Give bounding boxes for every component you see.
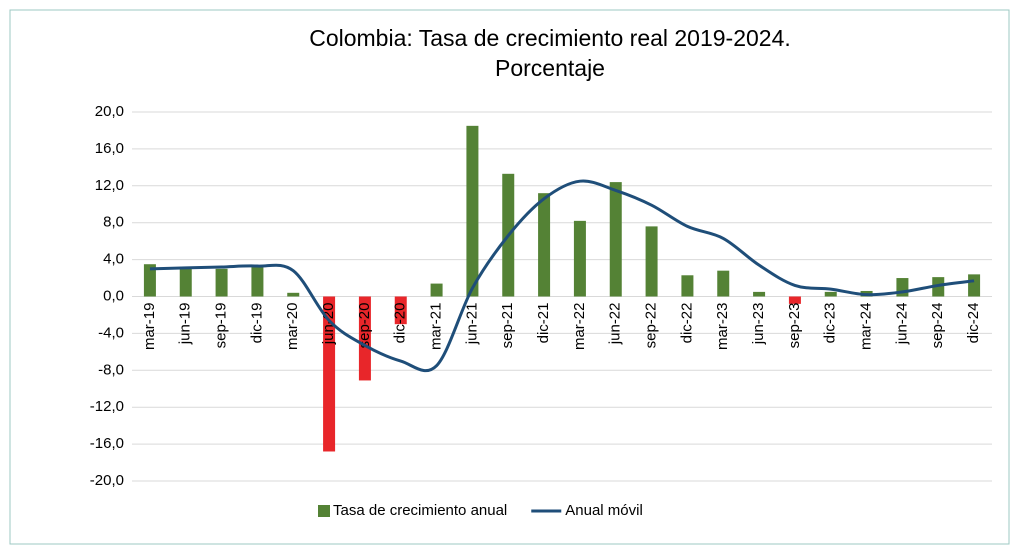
bar <box>323 296 336 452</box>
x-tick-label: jun-23 <box>750 303 767 346</box>
y-tick-label: -20,0 <box>90 472 124 489</box>
bar <box>824 291 837 297</box>
x-tick-label: mar-23 <box>714 303 731 351</box>
x-tick-label: jun-22 <box>607 303 624 346</box>
y-tick-label: 4,0 <box>103 251 124 268</box>
y-tick-label: -4,0 <box>98 324 124 341</box>
bar <box>788 296 801 304</box>
x-tick-label: jun-21 <box>463 302 480 345</box>
bar <box>430 283 443 297</box>
bar <box>287 292 300 297</box>
y-tick-label: 0,0 <box>103 287 124 304</box>
y-tick-label: -8,0 <box>98 361 124 378</box>
bar <box>717 270 730 297</box>
y-tick-label: 12,0 <box>95 177 124 194</box>
x-tick-label: dic-23 <box>822 303 839 344</box>
bar <box>681 275 694 297</box>
bar <box>215 268 228 297</box>
x-tick-label: dic-20 <box>392 303 409 344</box>
x-tick-label: mar-20 <box>284 303 301 351</box>
x-tick-label: dic-22 <box>678 303 695 344</box>
bar <box>645 226 658 297</box>
bar <box>179 268 192 297</box>
legend-swatch <box>318 505 330 517</box>
x-tick-label: sep-23 <box>786 303 803 349</box>
x-tick-label: jun-19 <box>177 303 194 346</box>
x-tick-label: dic-21 <box>535 303 552 344</box>
x-tick-label: sep-22 <box>643 303 660 349</box>
chart-subtitle: Porcentaje <box>495 55 605 81</box>
x-tick-label: mar-22 <box>571 303 588 351</box>
x-tick-label: sep-20 <box>356 303 373 349</box>
bar <box>358 296 371 381</box>
bar <box>573 220 586 297</box>
legend-label: Tasa de crecimiento anual <box>333 502 507 519</box>
bar <box>968 274 981 297</box>
bar <box>143 264 156 297</box>
y-tick-label: 16,0 <box>95 140 124 157</box>
y-tick-label: -12,0 <box>90 398 124 415</box>
y-tick-label: 8,0 <box>103 214 124 231</box>
bar <box>753 291 766 297</box>
x-tick-label: sep-24 <box>929 303 946 349</box>
x-tick-label: mar-19 <box>141 303 158 351</box>
line <box>149 179 975 373</box>
x-tick-label: mar-21 <box>428 303 445 351</box>
bar <box>466 125 479 297</box>
legend-label: Anual móvil <box>565 502 643 519</box>
x-tick-label: dic-24 <box>965 303 982 344</box>
bar <box>609 182 622 297</box>
y-tick-label: -16,0 <box>90 435 124 452</box>
bar <box>251 266 264 297</box>
bar <box>538 193 551 297</box>
x-tick-label: dic-19 <box>248 303 265 344</box>
y-tick-label: 20,0 <box>95 103 124 120</box>
x-tick-label: mar-24 <box>858 303 875 351</box>
x-tick-label: sep-21 <box>499 303 516 349</box>
bar <box>394 296 407 325</box>
chart-title: Colombia: Tasa de crecimiento real 2019-… <box>309 25 791 51</box>
x-tick-label: jun-24 <box>893 303 910 346</box>
x-tick-label: sep-19 <box>213 303 230 349</box>
